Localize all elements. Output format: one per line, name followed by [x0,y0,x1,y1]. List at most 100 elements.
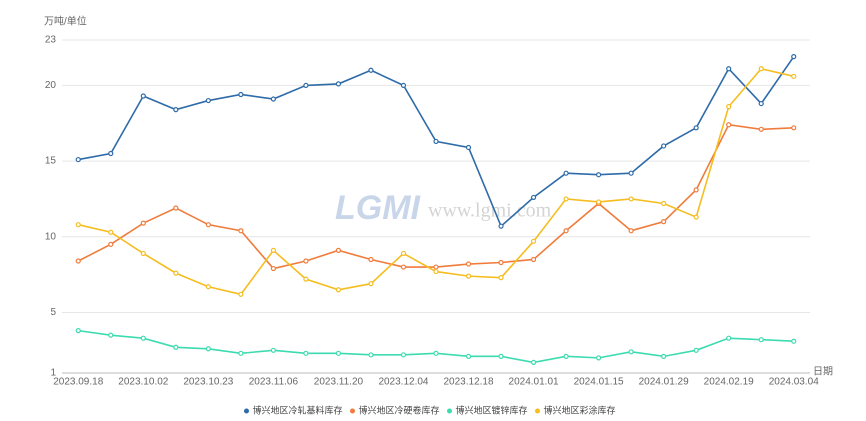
data-point [726,122,732,128]
data-point [75,328,81,334]
data-point [270,347,276,353]
data-point [108,241,114,247]
x-tick-label: 2023.12.18 [443,377,493,388]
legend-label: 博兴地区彩涂库存 [544,404,616,415]
x-tick-label: 2023.09.18 [53,377,103,388]
data-point [335,350,342,356]
watermark-logo: LGMI [335,189,422,227]
data-point [108,150,114,157]
data-point [205,346,211,352]
legend-label: 博兴地区冷轧基料库存 [253,404,343,415]
data-point [75,156,81,163]
data-point [368,67,374,73]
data-point [75,258,81,264]
data-point [498,275,504,281]
data-point [758,66,764,72]
x-tick-label: 2023.11.20 [314,377,364,388]
data-point [693,214,699,220]
data-point [433,350,439,356]
data-point [661,353,667,359]
data-point [368,352,374,358]
data-point [530,194,537,201]
x-tick-label: 2024.01.01 [509,377,559,388]
data-point [140,250,146,257]
data-point [335,81,342,87]
data-point [498,223,504,229]
data-point [303,258,309,264]
data-point [498,259,504,266]
data-point [140,93,146,99]
data-point [238,228,244,234]
data-point [628,228,634,234]
data-point [693,187,699,193]
data-point [270,265,276,272]
data-point [465,273,472,279]
x-tick-label: 2023.10.02 [118,377,168,388]
data-point [726,335,732,341]
data-point [791,73,797,79]
data-point [205,284,211,290]
data-point [335,287,342,293]
data-point [173,107,179,113]
x-axis-label: 日期 [813,366,833,378]
data-point [75,222,81,228]
data-point [368,281,374,287]
legend-swatch [350,408,355,414]
data-point [465,261,472,267]
data-point [108,332,114,338]
data-point [173,270,179,276]
data-point [465,353,472,359]
data-point [173,205,179,211]
series-line [78,67,794,296]
data-point [628,349,634,355]
data-point [270,96,276,102]
data-point [465,144,472,151]
data-point [563,228,569,234]
legend-label: 博兴地区镀锌库存 [456,404,528,415]
data-point [530,359,537,366]
data-point [303,276,309,282]
data-point [433,138,439,145]
data-point [563,196,569,202]
data-point [173,344,179,350]
data-point [563,170,569,176]
data-point [661,219,667,225]
data-point [758,337,764,343]
data-point [270,247,276,253]
data-point [400,250,407,257]
data-point [726,103,732,110]
series-line [78,329,794,364]
data-point [400,82,407,89]
data-point [205,97,211,104]
data-point [238,291,244,297]
data-point [596,355,602,361]
data-point [498,353,504,359]
x-tick-label: 2023.10.23 [183,377,233,388]
data-point [661,143,667,149]
data-point [108,229,114,235]
data-point [238,91,244,98]
y-tick-label: 15 [45,156,57,167]
data-point [596,172,602,178]
data-point [791,338,797,344]
series-line [77,123,794,270]
data-point [400,352,407,358]
data-point [335,247,342,253]
data-point [726,66,732,72]
data-point [563,353,569,359]
legend-swatch [447,408,452,414]
data-point [758,100,764,107]
data-point [628,170,634,176]
x-tick-label: 2024.02.19 [704,377,754,388]
data-point [368,256,374,263]
x-tick-label: 2024.01.15 [574,377,624,388]
data-point [433,264,439,270]
legend-swatch [535,408,540,414]
data-point [693,125,699,131]
watermark-url: www.lgmi.com [428,200,552,222]
data-point [661,200,667,207]
data-point [530,238,537,244]
data-point [758,126,764,132]
y-tick-label: 20 [45,80,57,91]
